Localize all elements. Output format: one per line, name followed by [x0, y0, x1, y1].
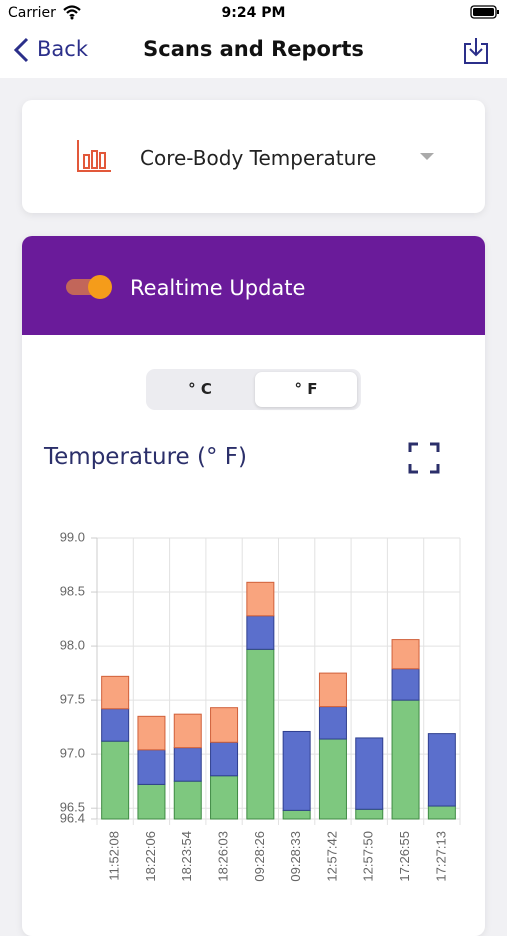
x-tick-label: 11:52:08	[107, 831, 122, 881]
realtime-bar: Realtime Update	[22, 236, 485, 335]
x-tick-label: 12:57:50	[361, 831, 376, 882]
y-tick-label: 97.0	[60, 746, 85, 761]
x-tick-label: 12:57:42	[324, 831, 339, 882]
x-tick-label: 09:28:26	[252, 831, 267, 882]
carrier: Carrier	[8, 5, 56, 21]
chart: 96.496.5 97.0 97.5 98.0 98.5 99.0 11:52:08 18:2…	[60, 529, 461, 882]
y-tick-label: 96.5	[60, 800, 85, 815]
y-tick-label: 98.0	[60, 638, 85, 653]
dropdown-arrow	[420, 153, 434, 160]
y-tick-label: 97.5	[60, 692, 85, 707]
bar-segment	[101, 740, 130, 820]
chart-icon	[77, 140, 111, 172]
bar-segment	[173, 713, 202, 749]
bar-segment	[246, 648, 275, 820]
metric-label: Core-Body Temperature	[140, 146, 377, 170]
download-icon[interactable]	[462, 36, 490, 66]
bar-segment	[246, 581, 275, 617]
x-tick-label: 18:22:06	[143, 831, 158, 882]
bar-segment	[173, 780, 202, 820]
unit-option[interactable]: ° C	[188, 380, 212, 398]
bar-segment	[282, 730, 311, 811]
bar-segment	[137, 749, 166, 785]
y-tick-label: 98.5	[60, 583, 85, 598]
bar-segment	[137, 715, 166, 751]
bar-segment	[391, 639, 420, 670]
x-tick-label: 09:28:33	[288, 831, 303, 882]
bar-segment	[318, 672, 347, 708]
x-tick-label: 18:26:03	[215, 831, 230, 882]
x-tick-label: 17:26:55	[397, 831, 412, 882]
wifi-icon	[63, 5, 81, 20]
clock: 9:24 PM	[221, 5, 286, 21]
bar-segment	[282, 809, 311, 820]
back-button[interactable]: Back	[37, 37, 88, 61]
y-tick-label: 96.4	[60, 810, 85, 825]
back-icon[interactable]	[12, 37, 32, 63]
bar-segment	[246, 615, 275, 650]
bar-segment	[101, 708, 130, 742]
bar-segment	[391, 699, 420, 820]
expand-icon[interactable]	[408, 442, 440, 474]
x-tick-label: 17:27:13	[433, 831, 448, 882]
bar-segment	[210, 775, 239, 820]
y-tick-label: 99.0	[60, 529, 85, 544]
battery-icon	[470, 5, 499, 19]
bar-segment	[355, 737, 384, 810]
bar-segment	[427, 733, 456, 807]
realtime-toggle[interactable]	[64, 274, 116, 302]
bar-segment	[210, 741, 239, 777]
unit-option[interactable]: ° F	[255, 372, 357, 407]
bar-segment	[101, 675, 130, 710]
nav-title: Scans and Reports	[143, 37, 364, 61]
bar-segment	[318, 738, 347, 820]
header: Carrier 9:24 PM Back Scans and Reports	[0, 0, 507, 78]
chart-title: Temperature (° F)	[44, 444, 247, 470]
bar-segment	[210, 707, 239, 743]
bar-segment	[318, 706, 347, 740]
bar-segment	[173, 747, 202, 782]
unit-toggle: ° C ° F	[146, 369, 361, 410]
bar-segment	[355, 808, 384, 820]
bar-segment	[427, 805, 456, 820]
x-tick-label: 18:23:54	[179, 831, 194, 882]
bar-segment	[137, 783, 166, 820]
bar-segment	[391, 668, 420, 701]
metric-selector[interactable]: Core-Body Temperature	[22, 100, 485, 213]
realtime-label: Realtime Update	[130, 276, 306, 300]
